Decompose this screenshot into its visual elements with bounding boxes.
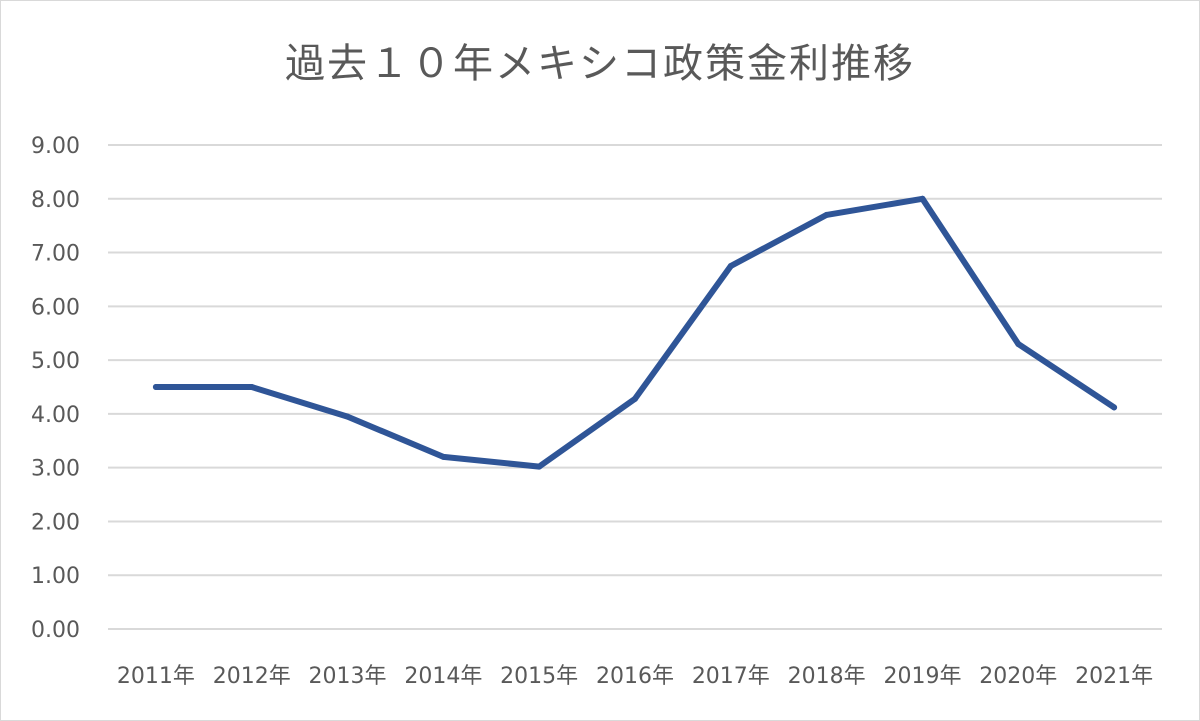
- data-point: [1111, 404, 1118, 411]
- x-tick-label: 2016年: [596, 664, 674, 689]
- data-point: [440, 453, 447, 460]
- x-tick-label: 2012年: [213, 664, 291, 689]
- x-tick-label: 2018年: [788, 664, 866, 689]
- chart-title: 過去１０年メキシコ政策金利推移: [285, 41, 915, 87]
- y-tick-label: 7.00: [31, 242, 80, 267]
- data-point: [727, 263, 734, 269]
- data-point: [823, 211, 830, 218]
- series-line: [152, 195, 1118, 470]
- y-tick-label: 4.00: [31, 403, 80, 428]
- x-tick-label: 2021年: [1075, 664, 1153, 689]
- data-point: [919, 195, 926, 202]
- y-tick-label: 3.00: [31, 457, 80, 482]
- data-point: [152, 384, 159, 390]
- series-lines: [152, 195, 1118, 470]
- y-tick-label: 6.00: [31, 295, 80, 320]
- x-tick-label: 2014年: [404, 664, 482, 689]
- x-tick-label: 2017年: [692, 664, 770, 689]
- y-tick-label: 0.00: [31, 618, 80, 643]
- data-point: [632, 395, 638, 402]
- grid-lines: [108, 144, 1162, 630]
- y-axis-tick-labels: 0.00 1.00 2.00 3.00 4.00 5.00 6.00 7.00 8.00 9.00: [31, 134, 80, 643]
- x-axis-tick-labels: 2011年 2012年 2013年 2014年 2015年 2016年 2017年 2018年…: [117, 664, 1153, 689]
- data-point: [248, 384, 255, 390]
- x-tick-label: 2020年: [979, 664, 1057, 689]
- x-tick-label: 2011年: [117, 664, 195, 689]
- x-tick-label: 2015年: [500, 664, 578, 689]
- data-point: [536, 463, 543, 470]
- y-tick-label: 2.00: [31, 510, 80, 535]
- y-tick-label: 1.00: [31, 564, 80, 589]
- y-tick-label: 9.00: [31, 134, 80, 159]
- data-point: [1015, 340, 1022, 347]
- y-tick-label: 8.00: [31, 188, 80, 213]
- data-point: [344, 413, 351, 420]
- x-tick-label: 2013年: [309, 664, 387, 689]
- y-tick-label: 5.00: [31, 349, 80, 374]
- x-tick-label: 2019年: [883, 664, 961, 689]
